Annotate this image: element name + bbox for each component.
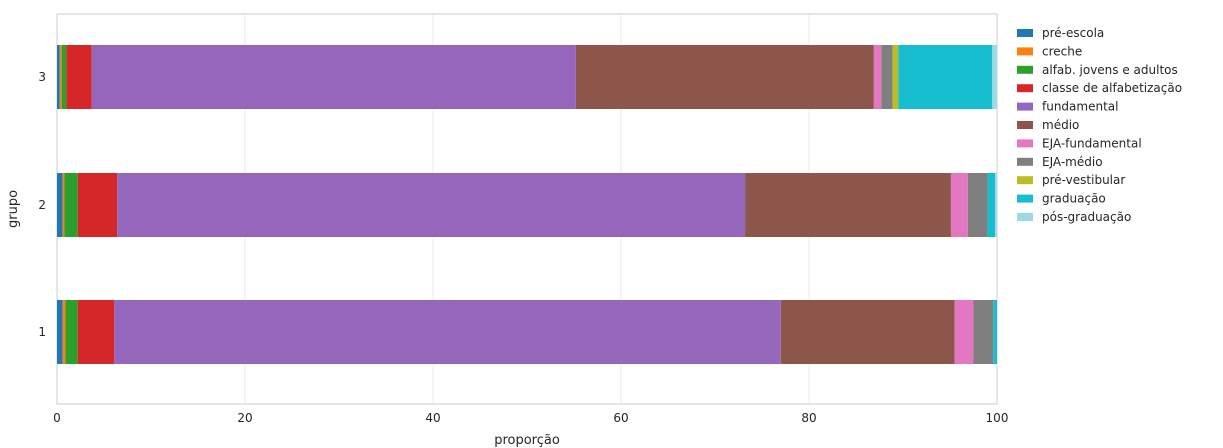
- x-tick-label: 20: [237, 411, 252, 425]
- bar-segment: [65, 300, 78, 364]
- bar-segment: [954, 300, 974, 364]
- legend-label: pós-graduação: [1042, 210, 1131, 224]
- bar-segment: [967, 173, 988, 237]
- legend-swatch: [1017, 102, 1033, 111]
- y-tick-label: 2: [38, 198, 46, 212]
- x-tick-label: 40: [425, 411, 440, 425]
- y-tick-label: 3: [38, 70, 46, 84]
- bar-segment: [77, 173, 118, 237]
- legend-label: alfab. jovens e adultos: [1042, 63, 1178, 77]
- x-tick-label: 0: [53, 411, 61, 425]
- x-tick-label: 60: [613, 411, 628, 425]
- bar-segment: [892, 45, 899, 109]
- bar-segment: [114, 300, 781, 364]
- bar-segment: [992, 45, 997, 109]
- bar-segment: [987, 173, 996, 237]
- bar-segment: [575, 45, 874, 109]
- legend-swatch: [1017, 121, 1033, 129]
- x-tick-label: 100: [986, 411, 1009, 425]
- bar-segment: [62, 300, 66, 364]
- bar-segment: [117, 173, 746, 237]
- y-tick-label: 1: [38, 325, 46, 339]
- legend-label: classe de alfabetização: [1042, 81, 1182, 95]
- legend-label: EJA-fundamental: [1042, 136, 1142, 150]
- bar-segment: [57, 45, 60, 109]
- legend: pré-escola creche alfab. jovens e adultos c…: [1017, 26, 1182, 224]
- legend-swatch: [1017, 157, 1033, 166]
- legend-swatch: [1017, 213, 1033, 221]
- legend-swatch: [1017, 139, 1033, 148]
- x-axis-ticks: 0 20 40 60 80 100: [53, 411, 1008, 425]
- legend-label: graduação: [1042, 192, 1106, 206]
- bar-segment: [66, 45, 92, 109]
- legend-swatch: [1017, 84, 1033, 93]
- bar-segment: [995, 173, 997, 237]
- x-tick-label: 80: [801, 411, 816, 425]
- bar-segment: [62, 173, 65, 237]
- legend-swatch: [1017, 176, 1033, 185]
- bar-segment: [993, 300, 997, 364]
- bar-segment: [745, 173, 951, 237]
- bar-segment: [64, 173, 78, 237]
- bar-segment: [873, 45, 882, 109]
- bar-segment: [780, 300, 955, 364]
- legend-swatch: [1017, 194, 1033, 203]
- bar-segment: [950, 173, 968, 237]
- bar-segment: [881, 45, 893, 109]
- bar-segment: [898, 45, 993, 109]
- y-axis-label: grupo: [6, 190, 21, 228]
- legend-label: EJA-médio: [1042, 155, 1103, 169]
- x-axis-label: proporção: [494, 433, 560, 448]
- legend-swatch: [1017, 65, 1033, 74]
- legend-label: pré-vestibular: [1042, 173, 1125, 187]
- legend-label: creche: [1042, 44, 1082, 58]
- legend-label: médio: [1042, 118, 1079, 132]
- bar-segment: [57, 173, 63, 237]
- bar-segment: [973, 300, 994, 364]
- legend-swatch: [1017, 29, 1033, 37]
- bar-segment: [57, 300, 63, 364]
- legend-label: pré-escola: [1042, 26, 1104, 40]
- bar-segment: [59, 45, 62, 109]
- bar-segment: [61, 45, 67, 109]
- bars: [57, 45, 997, 364]
- bar-segment: [77, 300, 115, 364]
- bar-segment: [91, 45, 576, 109]
- legend-swatch: [1017, 47, 1033, 56]
- legend-label: fundamental: [1042, 100, 1118, 114]
- y-axis-ticks: 1 2 3: [38, 70, 46, 339]
